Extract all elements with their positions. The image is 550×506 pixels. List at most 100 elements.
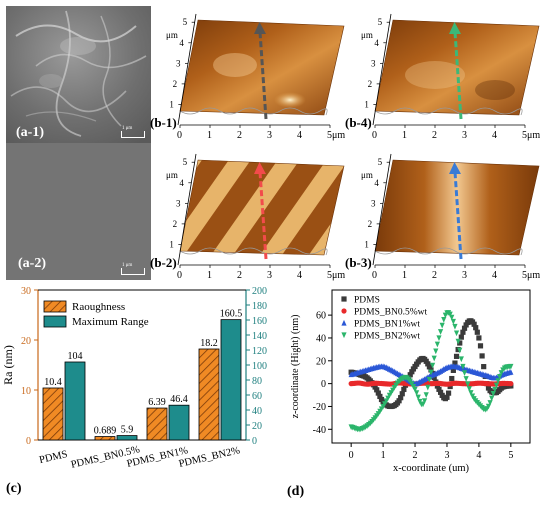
afm-y-axis [372, 153, 392, 266]
data-point [398, 395, 404, 401]
sem-label-a2: (a-2) [18, 256, 46, 271]
legend-label: PDMS_BN1%wt [354, 320, 420, 330]
data-point [377, 393, 383, 400]
data-point [497, 373, 503, 380]
y2-tick-label: 180 [252, 301, 267, 312]
data-point [401, 386, 407, 393]
bar-max-range [64, 361, 86, 441]
afm-y-tick-label: 2 [173, 219, 178, 229]
afm-y-tick-label: 3 [176, 198, 181, 208]
data-point [428, 369, 434, 376]
afm-unit-label: μm [166, 170, 178, 180]
data-point [471, 321, 477, 327]
x-tick-label: 5 [508, 450, 513, 461]
afm-panel-label: (b-3) [345, 255, 372, 270]
afm-x-tick-label: 1 [207, 270, 212, 281]
profile-arrowhead [254, 162, 266, 174]
afm-x-tick-label: 1 [402, 270, 407, 281]
afm-x-tick-label: 2 [432, 270, 437, 281]
x-tick-label: 3 [444, 450, 449, 461]
y-axis-label: Ra (nm) [1, 345, 15, 385]
data-point [439, 322, 445, 329]
legend-marker [341, 308, 347, 314]
legend-swatch [43, 315, 67, 328]
data-point [429, 362, 436, 369]
afm-y-tick-label: 4 [179, 178, 184, 188]
roughness-bar-chart: 0 10 20 30 0 20 40 60 80 100 120 140 160 180 200 Ra (nm… [1, 286, 267, 496]
bar-value-label: 46.4 [170, 394, 188, 405]
afm-x-tick-label: 4 [492, 130, 497, 141]
afm-y-tick-label: 3 [371, 198, 376, 208]
data-point [412, 386, 418, 393]
x-tick-label: 1 [381, 450, 386, 461]
data-point [447, 383, 453, 390]
data-point [493, 382, 500, 389]
data-point [434, 341, 440, 348]
afm-highlight [274, 92, 306, 108]
afm-x-tick-label: 0 [372, 130, 377, 141]
y2-tick-label: 0 [252, 436, 257, 447]
x-axis-label: x-coordinate (um) [393, 463, 470, 474]
scale-bar [121, 268, 145, 275]
data-point [508, 363, 514, 370]
data-point [495, 378, 501, 384]
data-point [463, 376, 469, 382]
afm-x-tick-label: 2 [237, 270, 242, 281]
data-point [414, 390, 420, 396]
afm-x-tick-label: 5μm [327, 130, 345, 141]
y-axis-label: z-coordinate (Hight) (nm) [290, 315, 301, 419]
data-point [396, 398, 402, 404]
bar-value-label: 10.4 [44, 377, 62, 388]
data-point [460, 329, 466, 335]
data-point [441, 317, 447, 323]
y2-tick-label: 60 [252, 391, 262, 402]
afm-shadow [475, 80, 515, 100]
afm-x-tick-label: 4 [297, 270, 302, 281]
bar-value-label: 104 [68, 351, 83, 362]
y2-tick-label: 160 [252, 316, 267, 327]
bar-roughness [198, 348, 220, 441]
y-tick-label: 20 [316, 356, 326, 367]
afm-y-axis [177, 153, 197, 266]
afm-edge [374, 107, 523, 116]
afm-panel-label: (b-1) [150, 115, 177, 130]
afm-surface [179, 19, 345, 116]
data-point [372, 384, 378, 390]
scale-bar-label: 1 μm [122, 263, 133, 268]
series-1 [348, 380, 514, 387]
data-point [473, 325, 479, 331]
data-point [444, 394, 450, 400]
afm-x-tick-label: 3 [267, 270, 272, 281]
afm-x-tick-label: 1 [207, 130, 212, 141]
data-point [457, 347, 463, 354]
y2-tick-label: 80 [252, 376, 262, 387]
afm-y-tick-label: 1 [169, 99, 174, 109]
afm-y-axis [177, 13, 197, 126]
scale-bar [121, 131, 145, 138]
data-point [431, 355, 437, 362]
afm-y-tick-label: 3 [176, 58, 181, 68]
data-point [458, 356, 464, 363]
y2-tick-label: 200 [252, 286, 267, 297]
data-point [434, 383, 440, 389]
data-point [437, 389, 444, 395]
afm-y-tick-label: 2 [368, 79, 373, 89]
afm-y-tick-label: 1 [364, 239, 369, 249]
profile-arrowhead [449, 22, 461, 34]
legend-label: PDMS [354, 296, 380, 306]
data-point [481, 364, 487, 370]
afm-highlight [405, 61, 465, 89]
data-point [457, 340, 463, 346]
afm-highlight [213, 53, 257, 77]
y-tick-label: 30 [21, 286, 31, 297]
data-point [415, 394, 421, 401]
profile-arrow [258, 31, 268, 120]
height-profile-chart: 0 1 2 3 4 5 -40 -20 0 20 40 60 x-coordinate (um) z-co… [287, 289, 531, 499]
afm-surface [374, 159, 540, 256]
data-point [453, 353, 460, 359]
data-point [474, 329, 480, 335]
bar-max-range [168, 404, 190, 441]
afm-x-tick-label: 5μm [522, 130, 540, 141]
